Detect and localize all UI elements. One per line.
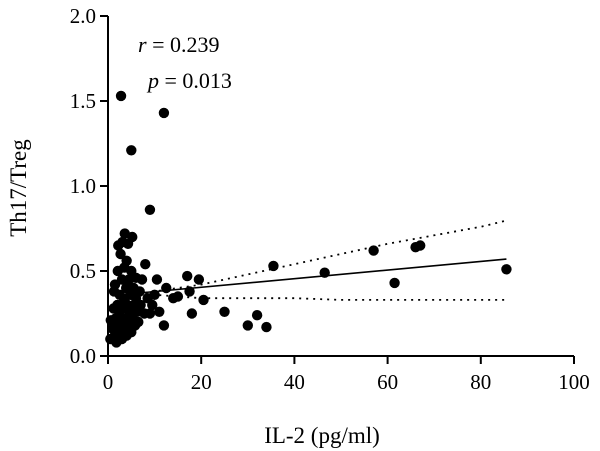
r-annotation: r = 0.239 bbox=[138, 32, 219, 57]
data-point bbox=[182, 270, 193, 282]
y-tick-label: 0.0 bbox=[70, 344, 96, 368]
data-point bbox=[193, 274, 205, 285]
data-point bbox=[158, 320, 170, 331]
y-axis-label: Th17/Treg bbox=[6, 139, 31, 237]
data-point bbox=[261, 321, 272, 333]
y-ticks: 0.0 0.5 1.0 1.5 2.0 bbox=[70, 4, 108, 368]
x-axis-label: IL-2 (pg/ml) bbox=[264, 423, 380, 448]
data-point bbox=[186, 308, 198, 319]
data-points bbox=[105, 90, 512, 348]
y-tick-label: 0.5 bbox=[70, 259, 96, 283]
x-tick-label: 60 bbox=[377, 370, 398, 394]
data-point bbox=[151, 274, 163, 285]
data-point bbox=[184, 286, 195, 297]
y-tick-label: 1.5 bbox=[70, 89, 96, 113]
data-point bbox=[134, 286, 145, 297]
data-point bbox=[415, 240, 426, 251]
data-point bbox=[121, 255, 132, 266]
data-point bbox=[501, 264, 512, 275]
x-tick-label: 0 bbox=[103, 370, 114, 394]
data-point bbox=[198, 294, 209, 306]
x-tick-label: 20 bbox=[191, 370, 212, 394]
data-point bbox=[172, 291, 184, 302]
data-point bbox=[149, 289, 160, 300]
data-point bbox=[127, 231, 138, 243]
data-point bbox=[135, 299, 146, 311]
p-annotation: p = 0.013 bbox=[146, 68, 232, 93]
data-point bbox=[319, 267, 330, 278]
data-point bbox=[389, 277, 400, 289]
y-tick-label: 2.0 bbox=[70, 4, 96, 28]
data-point bbox=[144, 204, 156, 215]
x-ticks: 0 20 40 60 80 100 bbox=[103, 356, 590, 394]
y-tick-label: 1.0 bbox=[70, 174, 96, 198]
data-point bbox=[126, 145, 137, 156]
data-point bbox=[368, 245, 379, 256]
data-point bbox=[133, 316, 144, 328]
r-value: = 0.239 bbox=[152, 32, 219, 57]
data-point bbox=[251, 310, 263, 321]
data-point bbox=[136, 274, 148, 285]
data-point bbox=[154, 306, 165, 317]
p-symbol: p bbox=[146, 68, 159, 93]
p-value: = 0.013 bbox=[165, 68, 232, 93]
data-point bbox=[242, 320, 253, 331]
data-point bbox=[147, 299, 158, 311]
data-point bbox=[268, 260, 279, 272]
confidence-band bbox=[131, 219, 509, 301]
data-point bbox=[158, 107, 170, 119]
x-tick-label: 80 bbox=[470, 370, 491, 394]
data-point bbox=[161, 282, 172, 294]
data-point bbox=[144, 308, 156, 319]
ci-upper-line bbox=[131, 219, 509, 296]
r-symbol: r bbox=[138, 32, 147, 57]
regression-line bbox=[119, 258, 507, 296]
x-tick-label: 40 bbox=[284, 370, 305, 394]
data-point bbox=[115, 90, 127, 102]
data-point bbox=[115, 248, 126, 260]
data-point bbox=[219, 306, 230, 317]
axes bbox=[107, 16, 574, 357]
x-tick-label: 100 bbox=[558, 370, 590, 394]
data-point bbox=[140, 259, 151, 270]
